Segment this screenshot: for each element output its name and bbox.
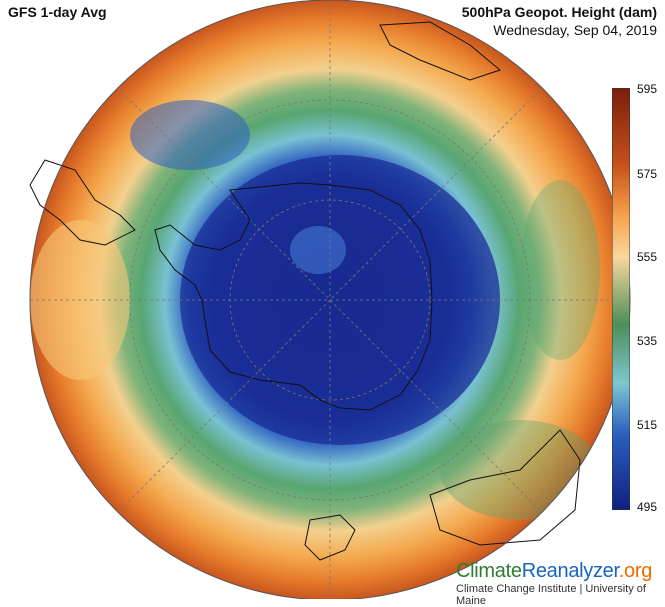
south-america-coast xyxy=(29,159,136,246)
new-zealand-coast xyxy=(304,514,356,561)
africa-coast xyxy=(379,21,502,81)
brand-logo[interactable]: ClimateReanalyzer.org xyxy=(456,560,652,583)
australia-coast xyxy=(429,429,581,546)
graticule xyxy=(30,0,630,599)
map-border xyxy=(29,0,631,599)
brand-part-climate: Climate xyxy=(456,560,522,582)
colorbar xyxy=(612,88,630,510)
colorbar-tick-495: 495 xyxy=(637,500,658,514)
colorbar-tick-535: 535 xyxy=(637,334,658,348)
colorbar-tick-595: 595 xyxy=(637,82,658,96)
antarctica-coast xyxy=(154,182,433,411)
coastlines xyxy=(29,21,581,561)
brand-part-reanalyzer: Reanalyzer xyxy=(521,560,619,582)
brand-subtitle: Climate Change Institute | University of… xyxy=(456,583,646,607)
date-label: Wednesday, Sep 04, 2019 xyxy=(493,22,657,38)
brand-part-org: .org xyxy=(618,560,653,582)
colorbar-tick-515: 515 xyxy=(637,418,658,432)
colorbar-tick-555: 555 xyxy=(637,250,658,264)
colorbar-scale xyxy=(612,88,630,510)
map-title: GFS 1-day Avg xyxy=(8,4,107,20)
variable-title: 500hPa Geopot. Height (dam) xyxy=(461,4,657,20)
colorbar-tick-575: 575 xyxy=(637,167,658,181)
